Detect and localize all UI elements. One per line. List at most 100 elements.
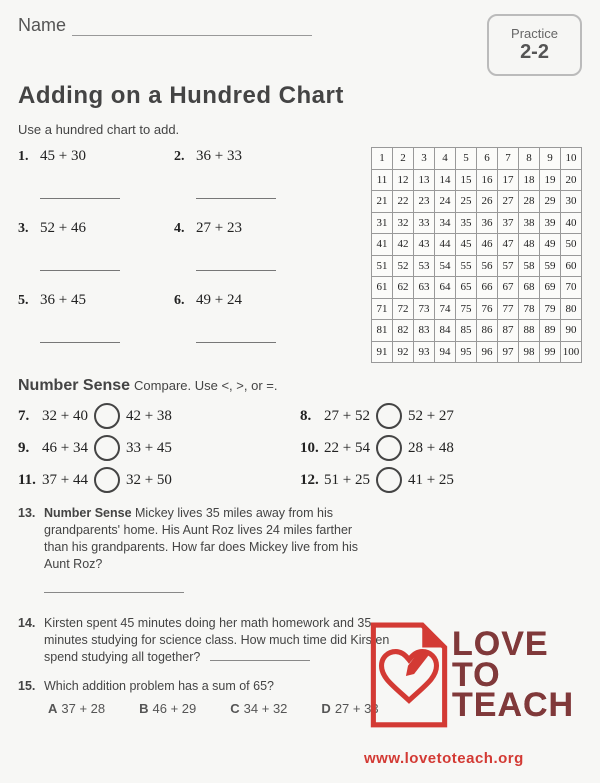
p14-text: Kirsten spent 45 minutes doing her math … xyxy=(44,616,389,664)
chart-cell: 25 xyxy=(456,191,477,213)
chart-cell: 78 xyxy=(519,298,540,320)
chart-cell: 32 xyxy=(393,212,414,234)
answer-line[interactable] xyxy=(196,323,276,343)
compare-circle[interactable] xyxy=(94,403,120,429)
chart-cell: 8 xyxy=(519,148,540,170)
compare-12: 12. 51 + 25 41 + 25 xyxy=(300,467,582,493)
chart-cell: 6 xyxy=(477,148,498,170)
chart-cell: 15 xyxy=(456,169,477,191)
compare-circle[interactable] xyxy=(94,467,120,493)
chart-cell: 53 xyxy=(414,255,435,277)
compare-circle[interactable] xyxy=(376,435,402,461)
answer-line[interactable] xyxy=(196,179,276,199)
problem-3: 3. 52 + 46 xyxy=(18,219,148,285)
answer-line[interactable] xyxy=(40,179,120,199)
chart-cell: 2 xyxy=(393,148,414,170)
chart-cell: 45 xyxy=(456,234,477,256)
name-field[interactable] xyxy=(72,14,312,36)
chart-cell: 5 xyxy=(456,148,477,170)
chart-cell: 75 xyxy=(456,298,477,320)
chart-cell: 41 xyxy=(372,234,393,256)
compare-circle[interactable] xyxy=(94,435,120,461)
chart-cell: 62 xyxy=(393,277,414,299)
chart-cell: 12 xyxy=(393,169,414,191)
header-row: Name Practice 2-2 xyxy=(18,14,582,76)
number-sense-header: Number Sense Compare. Use <, >, or =. xyxy=(18,377,582,395)
chart-cell: 89 xyxy=(540,320,561,342)
chart-cell: 100 xyxy=(561,341,582,363)
chart-cell: 98 xyxy=(519,341,540,363)
practice-label: Practice xyxy=(511,26,558,41)
chart-cell: 43 xyxy=(414,234,435,256)
chart-cell: 27 xyxy=(498,191,519,213)
chart-cell: 31 xyxy=(372,212,393,234)
chart-cell: 63 xyxy=(414,277,435,299)
chart-cell: 82 xyxy=(393,320,414,342)
chart-cell: 33 xyxy=(414,212,435,234)
chart-cell: 46 xyxy=(477,234,498,256)
chart-cell: 94 xyxy=(435,341,456,363)
chart-cell: 66 xyxy=(477,277,498,299)
compare-11: 11. 37 + 44 32 + 50 xyxy=(18,467,300,493)
chart-cell: 13 xyxy=(414,169,435,191)
problem-1: 1. 45 + 30 xyxy=(18,147,148,213)
mc-option-d[interactable]: D27 + 33 xyxy=(321,701,378,716)
chart-cell: 68 xyxy=(519,277,540,299)
chart-cell: 65 xyxy=(456,277,477,299)
chart-cell: 30 xyxy=(561,191,582,213)
compare-circle[interactable] xyxy=(376,403,402,429)
name-block: Name xyxy=(18,14,477,36)
chart-cell: 99 xyxy=(540,341,561,363)
p15-text: Which addition problem has a sum of 65? xyxy=(44,679,274,693)
answer-line[interactable] xyxy=(44,592,184,593)
chart-cell: 72 xyxy=(393,298,414,320)
chart-cell: 21 xyxy=(372,191,393,213)
chart-cell: 79 xyxy=(540,298,561,320)
section-title: Number Sense xyxy=(18,377,130,394)
chart-cell: 22 xyxy=(393,191,414,213)
name-label: Name xyxy=(18,15,66,35)
mc-option-c[interactable]: C34 + 32 xyxy=(230,701,287,716)
chart-cell: 87 xyxy=(498,320,519,342)
chart-cell: 11 xyxy=(372,169,393,191)
chart-cell: 76 xyxy=(477,298,498,320)
chart-cell: 90 xyxy=(561,320,582,342)
compare-8: 8. 27 + 52 52 + 27 xyxy=(300,403,582,429)
chart-cell: 77 xyxy=(498,298,519,320)
chart-cell: 64 xyxy=(435,277,456,299)
chart-cell: 19 xyxy=(540,169,561,191)
chart-cell: 67 xyxy=(498,277,519,299)
chart-cell: 16 xyxy=(477,169,498,191)
compare-circle[interactable] xyxy=(376,467,402,493)
practice-box: Practice 2-2 xyxy=(487,14,582,76)
practice-number: 2-2 xyxy=(511,41,558,64)
section-instruction: Compare. Use <, >, or =. xyxy=(134,378,277,393)
problem-5: 5. 36 + 45 xyxy=(18,291,148,357)
compare-10: 10. 22 + 54 28 + 48 xyxy=(300,435,582,461)
answer-line[interactable] xyxy=(40,323,120,343)
chart-cell: 96 xyxy=(477,341,498,363)
top-area: 1. 45 + 30 2. 36 + 33 3. 52 + 46 4. 27 +… xyxy=(18,147,582,363)
mc-option-a[interactable]: A37 + 28 xyxy=(48,701,105,716)
chart-cell: 97 xyxy=(498,341,519,363)
chart-cell: 49 xyxy=(540,234,561,256)
answer-line[interactable] xyxy=(40,251,120,271)
chart-cell: 14 xyxy=(435,169,456,191)
chart-cell: 56 xyxy=(477,255,498,277)
chart-cell: 1 xyxy=(372,148,393,170)
answer-line[interactable] xyxy=(196,251,276,271)
compare-9: 9. 46 + 34 33 + 45 xyxy=(18,435,300,461)
p13-title: Number Sense xyxy=(44,506,132,520)
answer-line[interactable] xyxy=(210,660,310,661)
problem-6: 6. 49 + 24 xyxy=(174,291,304,357)
chart-cell: 24 xyxy=(435,191,456,213)
chart-cell: 50 xyxy=(561,234,582,256)
chart-cell: 93 xyxy=(414,341,435,363)
chart-cell: 70 xyxy=(561,277,582,299)
instruction: Use a hundred chart to add. xyxy=(18,122,582,137)
chart-cell: 92 xyxy=(393,341,414,363)
problem-15: 15. Which addition problem has a sum of … xyxy=(18,678,582,695)
problem-13: 13. Number Sense Mickey lives 35 miles a… xyxy=(18,505,582,597)
problem-4: 4. 27 + 23 xyxy=(174,219,304,285)
mc-option-b[interactable]: B46 + 29 xyxy=(139,701,196,716)
